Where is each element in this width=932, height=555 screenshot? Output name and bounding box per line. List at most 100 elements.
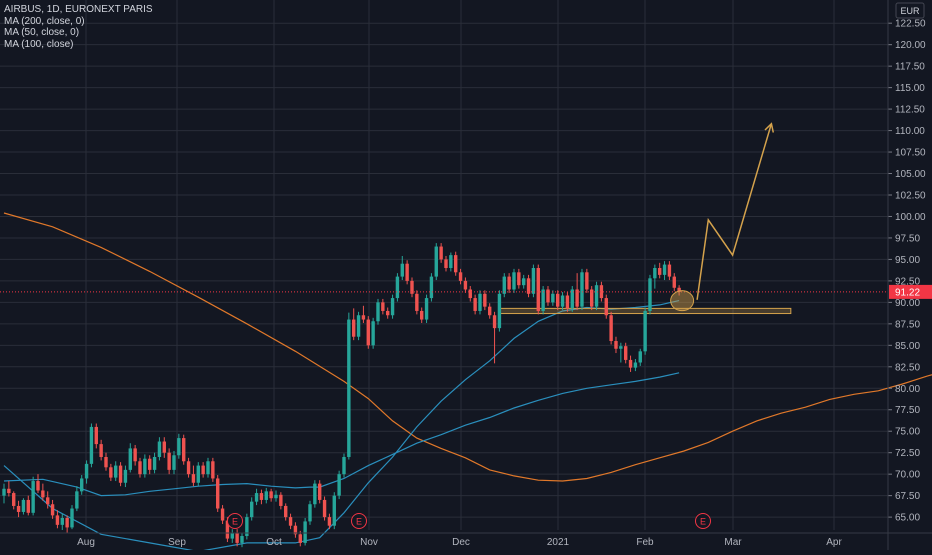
candle-body — [400, 263, 404, 277]
candle-body — [560, 295, 565, 307]
candle — [65, 515, 69, 533]
y-tick-label: 70.00 — [895, 470, 920, 481]
candle — [99, 439, 103, 461]
earnings-marker-circle — [227, 513, 243, 529]
candle — [143, 454, 147, 478]
candle — [449, 252, 453, 272]
candle — [186, 457, 191, 478]
candle-body — [643, 310, 647, 352]
candle-body — [434, 246, 438, 277]
candle — [16, 500, 21, 518]
candle — [512, 268, 516, 293]
candle-body — [230, 532, 234, 539]
candle — [211, 457, 215, 482]
earnings-marker[interactable]: E — [351, 513, 367, 529]
candle-body — [70, 508, 74, 528]
candle-body — [46, 497, 50, 505]
candle — [352, 308, 356, 341]
candle-body — [36, 481, 40, 491]
legend-ma200[interactable]: MA (200, close, 0) — [4, 15, 85, 27]
ma200-line — [3, 212, 932, 482]
candle-body — [211, 461, 215, 479]
candle-body — [662, 264, 667, 275]
candle — [133, 444, 137, 466]
x-tick-label: 2021 — [547, 537, 570, 548]
candle-body — [541, 289, 545, 311]
last-price-label: 91.22 — [895, 287, 920, 298]
y-tick-label: 67.50 — [895, 491, 920, 502]
earnings-marker[interactable]: E — [227, 513, 243, 529]
candle-body — [128, 448, 132, 470]
candle — [250, 497, 254, 521]
candle — [473, 294, 477, 315]
candle-body — [468, 289, 472, 299]
candle — [415, 290, 419, 315]
candle — [327, 513, 332, 530]
candle-body — [55, 515, 60, 525]
y-tick-label: 122.50 — [895, 19, 926, 30]
candle-body — [405, 263, 409, 281]
earnings-marker[interactable]: E — [695, 513, 711, 529]
moving-averages-layer — [3, 212, 932, 553]
y-tick-label: 87.50 — [895, 319, 920, 330]
y-tick-label: 72.50 — [895, 448, 920, 459]
legend-ma100[interactable]: MA (100, close) — [4, 38, 74, 50]
y-tick-label: 117.50 — [895, 62, 925, 73]
candle-body — [555, 293, 560, 307]
candle — [279, 492, 283, 510]
candle-body — [123, 469, 128, 483]
candle-body — [41, 490, 45, 498]
candle — [526, 274, 531, 298]
candle — [594, 281, 599, 311]
candle-body — [327, 517, 332, 526]
y-tick-label: 85.00 — [895, 341, 920, 352]
ma100-line — [3, 372, 680, 497]
candle — [483, 290, 487, 311]
candle-body — [429, 276, 434, 299]
candle — [386, 307, 390, 319]
legend-ma50[interactable]: MA (50, close, 0) — [4, 27, 80, 38]
candle — [531, 264, 536, 298]
candle-body — [609, 315, 613, 342]
candle-body — [216, 478, 220, 509]
candle-body — [104, 456, 108, 468]
y-tick-label: 112.50 — [895, 105, 925, 116]
x-tick-label: Feb — [636, 537, 654, 548]
candle-body — [157, 441, 162, 457]
candle-body — [653, 268, 657, 279]
candle-body — [531, 268, 536, 294]
candle-body — [570, 289, 574, 309]
candle — [565, 292, 570, 312]
candle — [308, 500, 312, 525]
candle-body — [342, 456, 346, 475]
currency-badge-box — [895, 2, 925, 19]
candle — [322, 496, 327, 521]
candle — [672, 273, 676, 292]
candle-body — [60, 517, 64, 525]
candle — [148, 455, 152, 475]
candle — [390, 294, 395, 319]
candle-body — [7, 488, 11, 494]
candle — [152, 452, 157, 474]
candle-body — [410, 280, 414, 294]
candle — [337, 470, 341, 500]
candle — [517, 268, 521, 289]
candle — [667, 261, 672, 281]
candle-body — [279, 494, 283, 506]
candle-body — [220, 508, 225, 521]
candle — [497, 290, 502, 332]
candle — [177, 433, 181, 459]
candle-body — [424, 298, 429, 320]
candle-body — [594, 285, 599, 307]
candle — [614, 336, 618, 354]
x-tick-label: Apr — [826, 537, 842, 548]
x-tick-label: Sep — [168, 537, 186, 548]
candle — [585, 268, 589, 293]
y-tick-label: 75.00 — [895, 427, 920, 438]
candle-body — [284, 505, 288, 518]
candle-body — [356, 315, 361, 337]
candle-body — [245, 517, 249, 537]
